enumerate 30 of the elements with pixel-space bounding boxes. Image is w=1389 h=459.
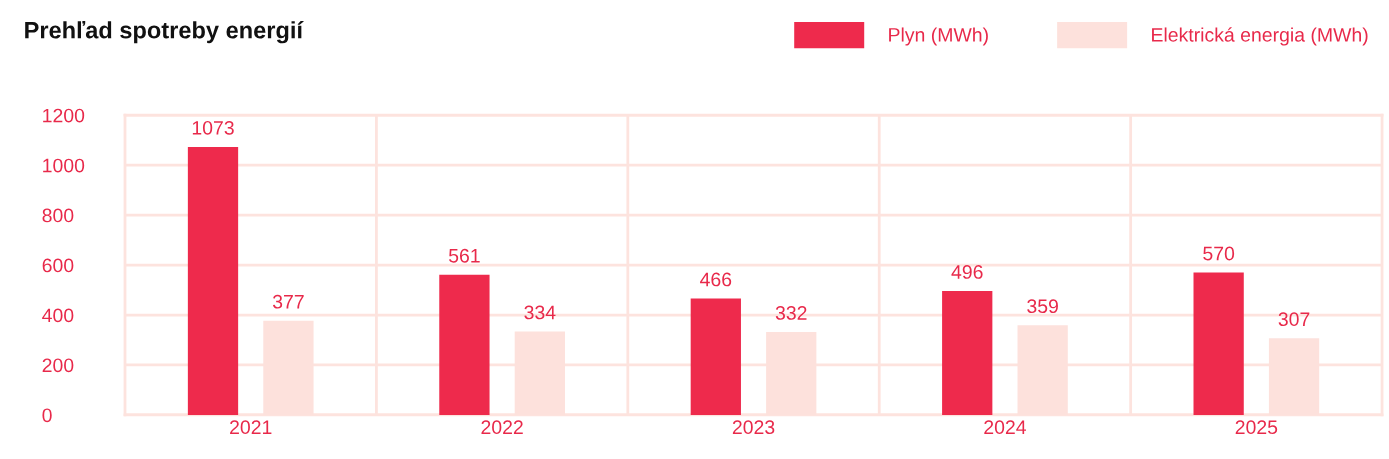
legend-label: Elektrická energia (MWh) xyxy=(1152,27,1368,46)
data-label: 332 xyxy=(775,306,807,320)
x-tick-label: 2021 xyxy=(230,420,272,435)
bar xyxy=(942,291,993,415)
y-tick-label: 400 xyxy=(42,308,74,323)
bar xyxy=(690,298,741,415)
data-label: 466 xyxy=(700,272,732,287)
x-tick-label: 2022 xyxy=(481,420,523,435)
x-tick-label: 2023 xyxy=(732,420,775,435)
chart-title: Prehľad spotreby energií xyxy=(25,20,304,44)
data-label: 561 xyxy=(448,248,480,263)
bar xyxy=(439,274,490,415)
x-tick-label: 2024 xyxy=(984,420,1026,435)
data-label: 334 xyxy=(524,305,556,320)
bar xyxy=(187,146,239,415)
y-tick-label: 200 xyxy=(42,358,74,373)
data-label: 377 xyxy=(272,294,304,309)
y-tick-label: 600 xyxy=(42,258,74,273)
data-label: 570 xyxy=(1203,246,1235,261)
legend-label: Plyn (MWh) xyxy=(889,27,988,46)
y-tick-label: 0 xyxy=(42,408,52,423)
data-label: 496 xyxy=(951,265,983,279)
y-tick-label: 800 xyxy=(42,208,74,223)
x-tick-label: 2025 xyxy=(1235,420,1278,435)
data-label: 1073 xyxy=(192,120,234,135)
data-label: 359 xyxy=(1027,299,1058,314)
y-tick-label: 1000 xyxy=(43,158,85,173)
y-tick-label: 1200 xyxy=(43,108,85,123)
bar xyxy=(1193,272,1244,415)
data-label: 307 xyxy=(1278,312,1310,327)
